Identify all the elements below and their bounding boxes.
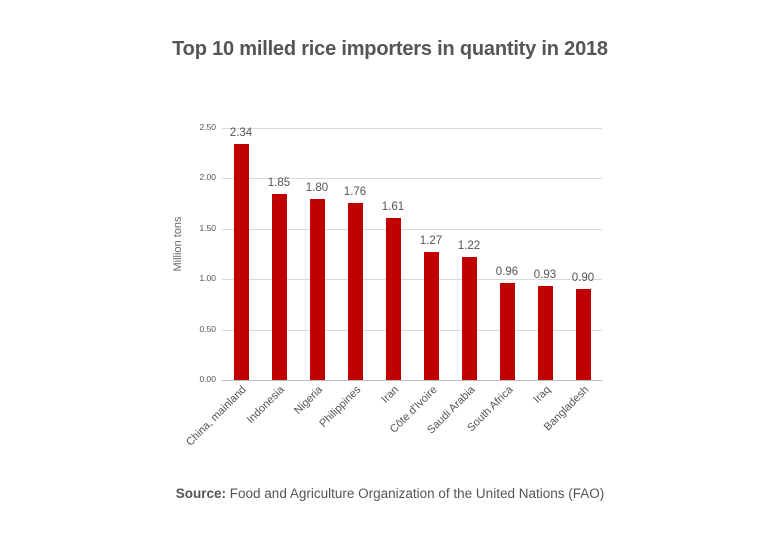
bar: [575, 289, 591, 380]
bar-value-label: 0.96: [495, 266, 519, 279]
bar-value-label: 1.85: [267, 176, 291, 189]
chart-title: Top 10 milled rice importers in quantity…: [172, 38, 608, 60]
bar: [499, 283, 515, 380]
bar-value-label: 1.22: [457, 240, 481, 253]
bar: [309, 198, 325, 380]
bar-value-label: 1.80: [305, 181, 329, 194]
gridline: [222, 128, 602, 129]
source-text: Food and Agriculture Organization of the…: [229, 486, 605, 501]
x-tick-label: Indonesia: [244, 383, 287, 426]
y-tick-label: 2.00: [199, 172, 216, 183]
x-tick-label: Iran: [379, 383, 402, 406]
bar-value-label: 0.93: [533, 269, 557, 282]
y-tick-label: 1.50: [199, 222, 216, 233]
bar-value-label: 0.90: [571, 272, 595, 285]
bar: [461, 257, 477, 380]
source-note: Source: Food and Agriculture Organizatio…: [0, 486, 780, 501]
bar: [271, 193, 287, 380]
bar: [537, 286, 553, 380]
y-tick-label: 2.50: [199, 122, 216, 132]
bar-value-label: 1.61: [381, 200, 405, 213]
bar-value-label: 1.76: [343, 185, 367, 198]
gridline: [222, 228, 602, 230]
bar: [233, 144, 249, 380]
y-tick-label: 0.00: [199, 374, 216, 384]
gridline: [222, 380, 602, 381]
source-label: Source:: [175, 486, 227, 501]
gridline: [222, 178, 602, 180]
y-tick-label: 1.00: [199, 273, 216, 284]
plot-area: 2.34 1.85 1.80 1.76 1.61 1.27 1.22 0.96 0.93 0.90: [222, 127, 602, 381]
bar: [423, 251, 439, 380]
gridline: [222, 329, 602, 331]
bar: [385, 217, 401, 380]
y-tick-label: 0.50: [199, 323, 216, 334]
gridline: [222, 279, 602, 281]
x-tick-label: Iraq: [531, 383, 554, 406]
x-tick-label: China, mainland: [184, 383, 249, 449]
bar-value-label: 1.27: [419, 234, 443, 247]
x-tick-label: Nigeria: [291, 383, 326, 417]
bar: [347, 202, 363, 380]
bar-value-label: 2.34: [229, 127, 253, 140]
